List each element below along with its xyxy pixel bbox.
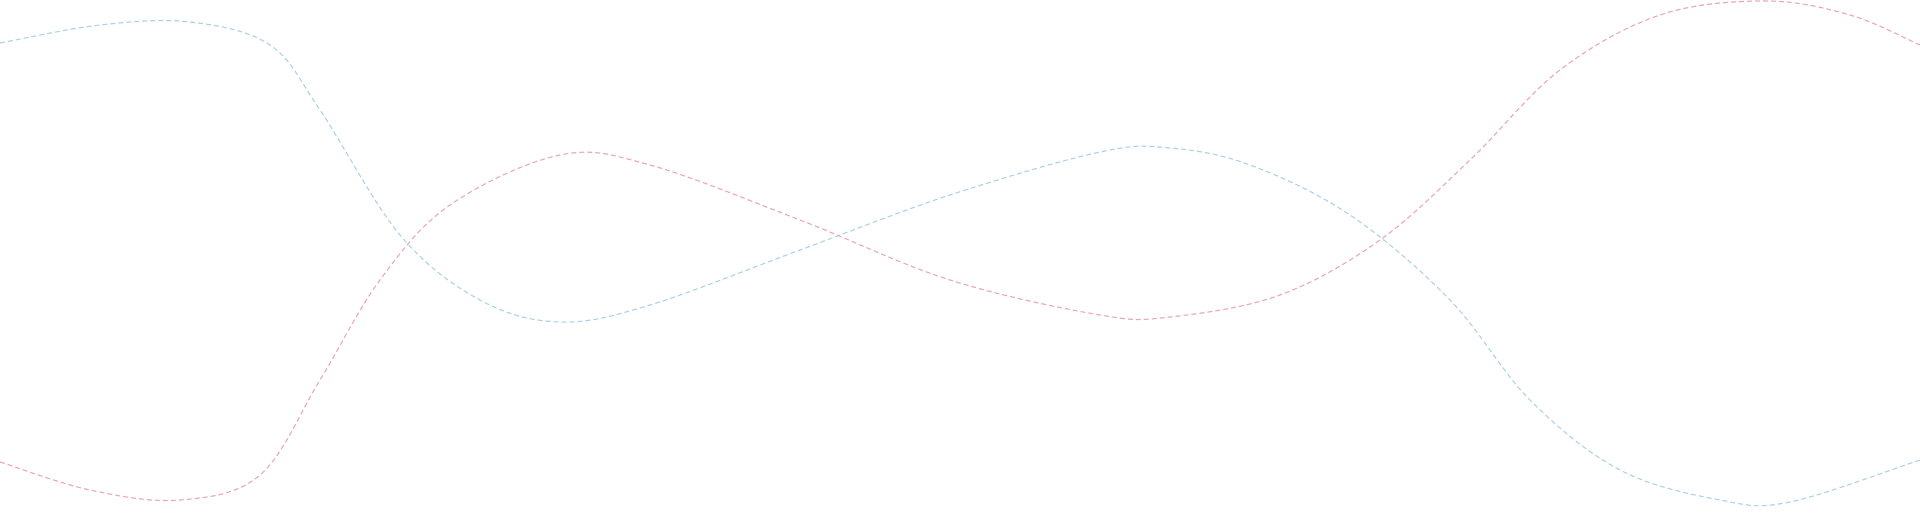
blue-dashed-wave: [0, 19, 1920, 507]
pink-dashed-wave: [0, 0, 1920, 502]
